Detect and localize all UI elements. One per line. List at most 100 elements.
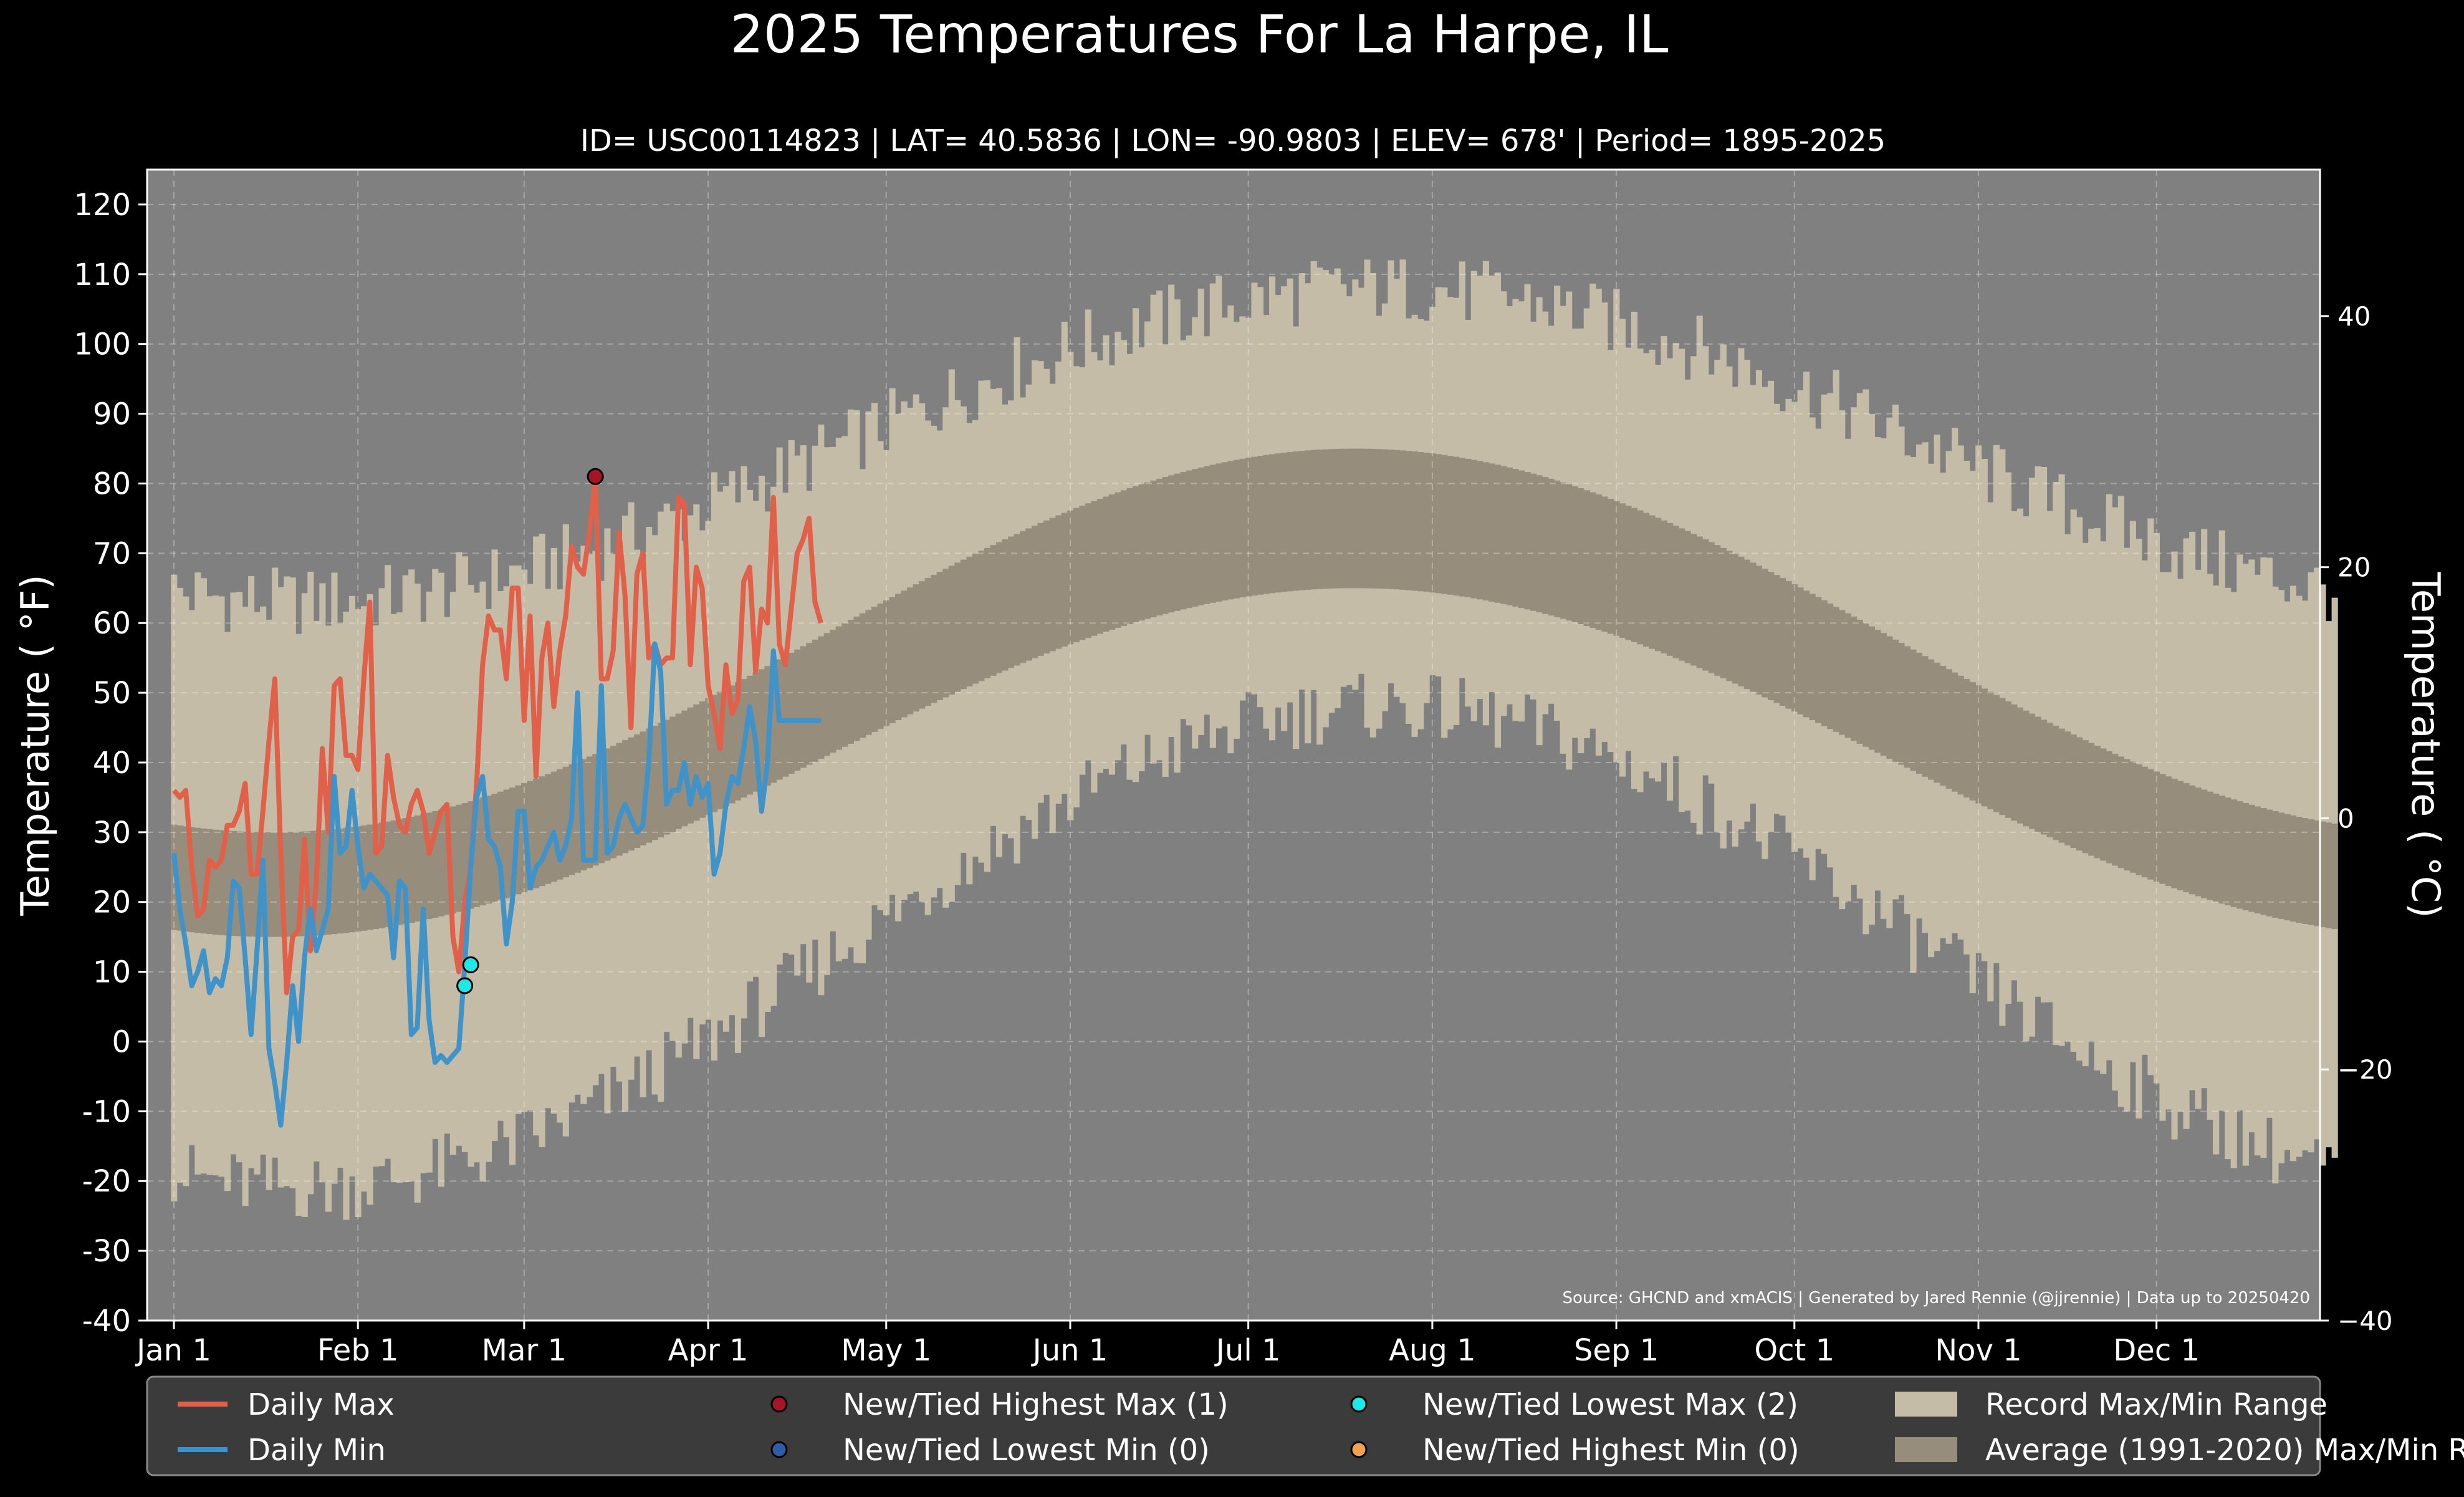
normal-range-bar xyxy=(794,649,801,771)
normal-range-bar xyxy=(236,831,243,936)
normal-range-bar xyxy=(2189,785,2196,895)
normal-range-bar xyxy=(1381,449,1389,589)
normal-range-bar xyxy=(1049,517,1056,652)
normal-range-bar xyxy=(2254,806,2261,913)
normal-range-bar xyxy=(1197,467,1204,605)
normal-range-bar xyxy=(266,832,272,937)
normal-range-bar xyxy=(835,626,842,750)
normal-range-bar xyxy=(1738,556,1745,686)
normal-range-bar xyxy=(1162,477,1169,614)
normal-range-bar xyxy=(2064,731,2071,845)
normal-range-bar xyxy=(212,829,219,935)
legend: Daily Max Daily Min New/Tied Highest Max (… xyxy=(146,1375,2464,1476)
normal-range-bar xyxy=(1506,467,1513,605)
normal-range-bar xyxy=(1192,469,1199,607)
normal-range-bar xyxy=(1957,675,1964,795)
normal-range-bar xyxy=(658,723,664,837)
normal-range-bar xyxy=(1856,620,1863,744)
normal-range-bar xyxy=(1174,473,1181,611)
normal-range-bar xyxy=(1453,456,1460,596)
normal-range-bar xyxy=(1743,559,1750,690)
normal-range-bar xyxy=(1138,484,1145,621)
normal-range-bar xyxy=(2011,704,2018,821)
normal-range-bar xyxy=(865,610,872,735)
normal-range-bar xyxy=(1328,449,1335,589)
normal-range-bar xyxy=(1696,536,1703,668)
y-tick-label: 50 xyxy=(93,676,131,711)
normal-range-bar xyxy=(1032,526,1038,658)
normal-range-bar xyxy=(1144,482,1151,619)
normal-range-bar xyxy=(1459,458,1465,597)
normal-range-bar xyxy=(847,620,854,744)
normal-range-bar xyxy=(426,812,433,920)
normal-range-bar xyxy=(1126,488,1133,625)
normal-range-bar xyxy=(1720,547,1727,679)
normal-range-bar xyxy=(1500,466,1507,604)
y-tick-label: 100 xyxy=(74,327,131,362)
normal-range-bar xyxy=(675,713,682,829)
legend-swatch-dot xyxy=(1350,1395,1368,1413)
normal-range-bar xyxy=(1578,488,1584,625)
y-tick-label: 40 xyxy=(93,746,131,781)
normal-range-bar xyxy=(319,830,326,935)
normal-range-bar xyxy=(331,829,338,935)
x-tick-label: Nov 1 xyxy=(1935,1333,2021,1368)
normal-range-bar xyxy=(438,809,444,917)
normal-range-bar xyxy=(2165,776,2172,887)
normal-range-bar xyxy=(1791,584,1798,712)
normal-range-bar xyxy=(307,830,314,936)
normal-range-bar xyxy=(183,826,189,931)
normal-range-bar xyxy=(1406,451,1412,590)
normal-range-bar xyxy=(711,695,717,812)
normal-range-bar xyxy=(1079,506,1086,640)
normal-range-bar xyxy=(1364,448,1371,589)
normal-range-bar xyxy=(1417,452,1424,592)
normal-range-bar xyxy=(1007,536,1015,668)
normal-range-bar xyxy=(1684,531,1691,663)
y-tick-label: 70 xyxy=(93,536,131,571)
normal-range-bar xyxy=(1821,600,1828,726)
normal-range-bar xyxy=(176,825,183,931)
y-tick-label: 90 xyxy=(93,397,131,432)
normal-range-bar xyxy=(1204,466,1210,604)
normal-range-bar xyxy=(390,820,397,927)
normal-range-bar xyxy=(972,554,979,684)
y-tick-label: 20 xyxy=(93,885,131,920)
normal-range-bar xyxy=(1399,450,1406,590)
normal-range-bar xyxy=(473,799,481,907)
record-markers xyxy=(456,468,604,994)
y-tick-label: -20 xyxy=(82,1164,131,1199)
normal-range-bar xyxy=(1322,449,1329,589)
normal-range-bar xyxy=(640,731,646,845)
normal-range-bar xyxy=(1827,603,1834,729)
normal-range-bar xyxy=(1257,456,1264,595)
normal-range-bar xyxy=(402,818,409,924)
normal-range-bar xyxy=(2284,814,2291,921)
normal-range-bar xyxy=(1642,513,1650,647)
normal-range-bar xyxy=(1120,490,1128,626)
normal-range-bar xyxy=(456,804,463,912)
normal-range-bar xyxy=(1619,503,1626,638)
normal-range-bar xyxy=(348,827,356,933)
normal-range-bar xyxy=(2296,817,2303,923)
y-tick-label: 120 xyxy=(74,188,131,223)
normal-range-bar xyxy=(841,623,848,747)
normal-range-bar xyxy=(1637,510,1644,645)
normal-range-bar xyxy=(1916,653,1923,774)
normal-range-bar xyxy=(699,701,706,818)
normal-range-bar xyxy=(2124,759,2131,871)
normal-range-bar xyxy=(984,547,991,679)
normal-range-bar xyxy=(1922,656,1929,777)
plot-area: Source: GHCND and xmACIS | Generated by … xyxy=(146,168,2338,1322)
normal-range-bar xyxy=(2308,819,2314,925)
normal-range-bar xyxy=(1750,562,1757,692)
y-right-tick-label: 0 xyxy=(2337,803,2354,834)
normal-range-bar xyxy=(1055,515,1062,649)
normal-range-bar xyxy=(1868,626,1875,750)
normal-range-bar xyxy=(1601,496,1608,632)
normal-range-bar xyxy=(206,829,213,935)
normal-range-bar xyxy=(818,636,825,759)
normal-range-bar xyxy=(509,787,516,897)
normal-range-bar xyxy=(2106,751,2112,864)
normal-range-bar xyxy=(449,806,456,913)
